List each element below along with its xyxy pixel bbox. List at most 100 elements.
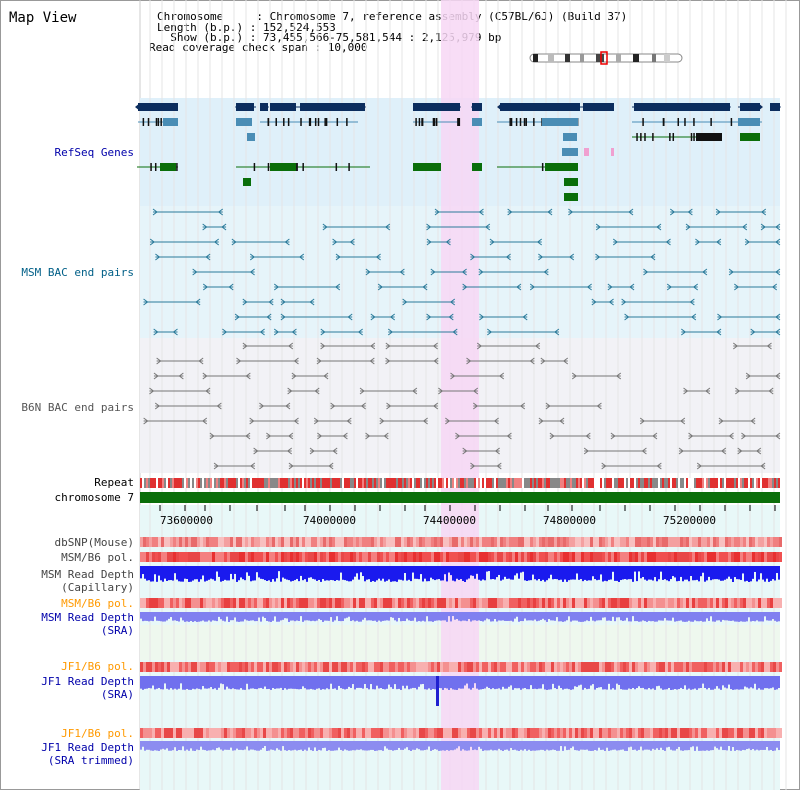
jf1-depth-trimmed-bar (190, 741, 192, 749)
msm-depth-sra-bar (550, 612, 552, 621)
msm-pol-sra-heat-cell (656, 598, 659, 608)
bac-end-marker (760, 223, 766, 231)
msm-pol-heat-cell (635, 552, 638, 562)
jf1-pol-heat-cell (179, 662, 182, 672)
jf1-pol-trimmed-heat-cell (728, 728, 731, 738)
jf1-depth-sra-bar (462, 676, 464, 689)
msm-depth-capillary-bar (316, 566, 318, 581)
msm-depth-sra-bar (144, 612, 146, 621)
jf1-depth-sra-bar (278, 676, 280, 689)
msm-depth-capillary-bar (532, 566, 534, 575)
msm-depth-capillary-bar (338, 566, 340, 581)
jf1-depth-trimmed-bar (636, 741, 638, 751)
jf1-depth-trimmed-bar (488, 741, 490, 751)
msm-pol-sra-heat-cell (209, 598, 212, 608)
dbsnp-heat-cell (299, 537, 302, 547)
jf1-depth-sra-bar (756, 676, 758, 690)
msm-pol-heat-cell (167, 552, 170, 562)
bac-end-marker (639, 417, 646, 425)
msm-depth-capillary-bar (688, 566, 690, 582)
jf1-pol-heat-cell (665, 662, 668, 672)
msm-depth-capillary-bar (538, 566, 540, 580)
msm-pol-sra-heat-cell (362, 598, 365, 608)
msm-depth-sra-bar (558, 612, 560, 622)
repeat-element (160, 478, 162, 488)
jf1-depth-trimmed-bar (458, 741, 460, 747)
msm-pol-sra-heat-cell (275, 598, 278, 608)
jf1-depth-trimmed-bar (456, 741, 458, 749)
msm-pol-sra-heat-cell (416, 598, 419, 608)
msm-depth-sra-bar (548, 612, 550, 620)
bac-end-marker (689, 298, 695, 306)
dbsnp-heat-cell (437, 537, 440, 547)
msm-bac-label[interactable]: MSM BAC end pairs (21, 266, 134, 279)
msm-depth-sra-bar (244, 612, 246, 620)
bac-end-marker (273, 328, 280, 336)
dbsnp-heat-cell (212, 537, 215, 547)
dbsnp-heat-cell (563, 537, 566, 547)
msm-depth-capillary-bar (158, 566, 160, 576)
jf1-depth-sra-bar (268, 676, 270, 689)
msm-pol-heat-cell (443, 552, 446, 562)
bac-end-marker (320, 328, 326, 336)
jf1-depth-sra-bar (200, 676, 202, 690)
jf1-depth-trimmed-bar (600, 741, 602, 750)
dbsnp-heat-cell (284, 537, 287, 547)
jf1-depth-sra-bar (174, 676, 176, 689)
msm-pol-heat-cell (632, 552, 635, 562)
jf1-depth-sra-bar (568, 676, 570, 690)
jf1-pol-heat-cell (704, 662, 707, 672)
msm-pol-sra-heat-cell (140, 598, 143, 608)
msm-pol-heat-cell (242, 552, 245, 562)
msm-depth-sra-bar (392, 612, 394, 618)
jf1-depth-sra-bar (732, 676, 734, 690)
repeat-element (698, 478, 700, 488)
msm-depth-sra-bar (618, 612, 620, 618)
msm-pol-sra-heat-cell (566, 598, 569, 608)
msm-depth-sra-bar (328, 612, 330, 621)
msm-depth-sra-bar (446, 612, 448, 622)
bac-end-marker (313, 417, 320, 425)
repeat-element (454, 478, 456, 488)
jf1-pol-trimmed-heat-cell (437, 728, 440, 738)
msm-depth-capillary-bar (534, 566, 536, 580)
b6n-bac-label[interactable]: B6N BAC end pairs (21, 401, 134, 414)
jf1-depth-trimmed-bar (502, 741, 504, 751)
dbsnp-heat-cell (647, 537, 650, 547)
refseq-genes-label[interactable]: RefSeq Genes (54, 146, 134, 159)
jf1-depth-sra-bar (626, 676, 628, 690)
jf1-depth-trimmed-bar (146, 741, 148, 750)
bac-end-marker (245, 372, 251, 380)
repeat-element (772, 478, 774, 488)
dbsnp-heat-cell (380, 537, 383, 547)
msm-pol-sra-heat-cell (539, 598, 542, 608)
jf1-pol-heat-cell (182, 662, 185, 672)
msm-pol-sra-heat-cell (653, 598, 656, 608)
repeat-element (580, 478, 582, 488)
jf1-depth-sra-bar (188, 676, 190, 690)
msm-depth-capillary-bar (482, 566, 484, 580)
jf1-pol-heat-cell (728, 662, 731, 672)
gene-exon (413, 103, 460, 111)
jf1-depth-trimmed-bar (508, 741, 510, 751)
jf1-depth-sra-bar (402, 676, 404, 686)
msm-depth-capillary-bar (298, 566, 300, 582)
msm-depth-sra-bar (164, 612, 166, 622)
gene-exon (270, 103, 296, 111)
jf1-pol-trimmed-heat-cell (209, 728, 212, 738)
msm-depth-sra-bar (434, 612, 436, 621)
msm-pol-sra-label: MSM/B6 pol. (61, 597, 134, 610)
bac-end-marker (205, 387, 211, 395)
jf1-pol-trimmed-heat-cell (575, 728, 578, 738)
jf1-depth-sra-bar (304, 676, 306, 689)
jf1-pol-heat-cell (260, 662, 263, 672)
jf1-depth-sra-bar (322, 676, 324, 690)
msm-pol-sra-heat-cell (770, 598, 773, 608)
msm-pol-heat-cell (230, 552, 233, 562)
jf1-depth-sra-bar (394, 676, 396, 685)
msm-pol-sra-heat-cell (719, 598, 722, 608)
jf1-pol-heat-cell (299, 662, 302, 672)
jf1-depth-trimmed-bar (736, 741, 738, 750)
bac-end-marker (288, 462, 294, 470)
